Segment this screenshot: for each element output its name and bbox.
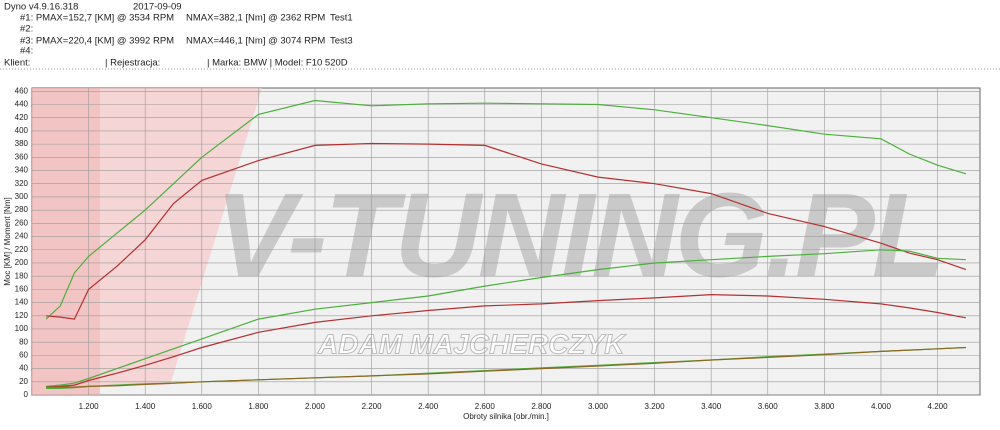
x-tick-label: 1.200 <box>79 402 100 411</box>
y-tick-label: 400 <box>15 126 29 135</box>
watermark: V-TUNING.PL <box>215 169 945 303</box>
y-tick-label: 300 <box>15 192 29 201</box>
version: Dyno v4.9.16.318 <box>4 2 78 13</box>
y-axis-title: Moc [KM] / Moment [Nm] <box>3 197 12 285</box>
series-line <box>46 346 966 388</box>
y-tick-label: 380 <box>15 139 29 148</box>
y-tick-label: 160 <box>15 284 29 293</box>
test-nmax: NMAX=446,1 [Nm] @ 3074 RPM <box>186 36 325 47</box>
x-tick-label: 1.400 <box>135 402 156 411</box>
test-name: Test3 <box>330 36 353 47</box>
client: Klient: <box>4 58 30 69</box>
y-tick-label: 40 <box>19 364 28 373</box>
test-pmax: #1: PMAX=152,7 [KM] @ 3534 RPM <box>20 13 174 24</box>
test-name: Test1 <box>330 13 353 24</box>
x-tick-label: 1.600 <box>192 402 213 411</box>
series-line <box>46 293 967 388</box>
series-line <box>45 99 967 320</box>
x-tick-label: 3.600 <box>758 402 779 411</box>
x-tick-label: 3.200 <box>645 402 666 411</box>
y-tick-label: 280 <box>15 205 29 214</box>
y-tick-label: 180 <box>15 271 29 280</box>
vehicle: | Marka: BMW | Model: F10 520D <box>207 58 348 69</box>
x-tick-label: 2.200 <box>362 402 383 411</box>
y-tick-label: 460 <box>15 86 29 95</box>
watermark-shape <box>32 88 100 395</box>
test-pmax: #3: PMAX=220,4 [KM] @ 3992 RPM <box>20 36 174 47</box>
date: 2017-09-09 <box>133 2 182 13</box>
y-tick-label: 320 <box>15 179 29 188</box>
test-pmax: #4: <box>20 46 33 57</box>
y-tick-label: 360 <box>15 152 29 161</box>
x-tick-label: 4.200 <box>928 402 949 411</box>
series-line <box>46 249 966 387</box>
x-tick-label: 3.800 <box>814 402 835 411</box>
series-line <box>46 142 967 320</box>
registration: | Rejestracja: <box>105 58 160 69</box>
y-tick-label: 340 <box>15 166 29 175</box>
y-tick-label: 240 <box>15 232 29 241</box>
x-tick-label: 3.400 <box>701 402 722 411</box>
plot: V-TUNING.PL ADAM MAJCHERCZYK 0 20 40 60 80 100 1… <box>3 86 981 421</box>
y-tick-label: 420 <box>15 113 29 122</box>
y-tick-label: 200 <box>15 258 29 267</box>
y-tick-label: 140 <box>15 298 29 307</box>
x-tick-label: 2.800 <box>531 402 552 411</box>
y-tick-label: 100 <box>15 324 29 333</box>
y-tick-label: 0 <box>24 390 29 399</box>
x-tick-label: 3.000 <box>588 402 609 411</box>
y-tick-label: 20 <box>19 377 28 386</box>
y-tick-label: 60 <box>19 350 28 359</box>
x-axis-title: Obroty silnika [obr./min.] <box>463 412 549 421</box>
x-tick-label: 4.000 <box>871 402 892 411</box>
x-tick-label: 2.600 <box>475 402 496 411</box>
y-tick-label: 80 <box>19 337 28 346</box>
x-tick-label: 2.000 <box>305 402 326 411</box>
y-tick-label: 260 <box>15 218 29 227</box>
y-tick-label: 120 <box>15 311 29 320</box>
y-tick-label: 220 <box>15 245 29 254</box>
y-tick-label: 440 <box>15 100 29 109</box>
x-tick-label: 2.400 <box>418 402 439 411</box>
x-tick-label: 1.800 <box>248 402 269 411</box>
test-pmax: #2: <box>20 24 33 35</box>
test-nmax: NMAX=382,1 [Nm] @ 2362 RPM <box>186 13 325 24</box>
watermark-sub: ADAM MAJCHERCZYK <box>317 328 626 359</box>
